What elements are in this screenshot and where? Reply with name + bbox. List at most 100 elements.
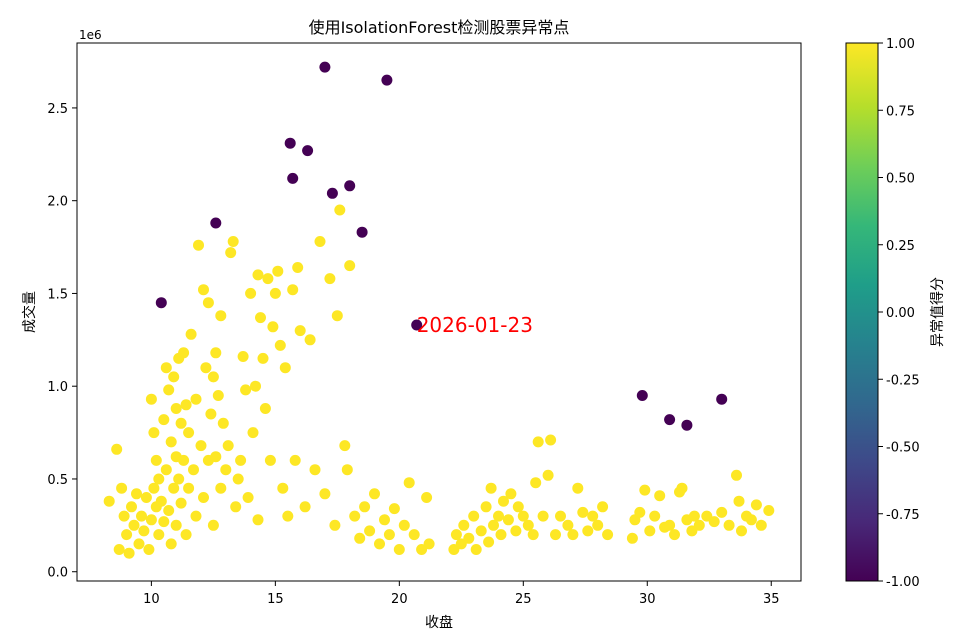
normal-point — [654, 490, 666, 502]
x-tick-label: 35 — [763, 592, 780, 607]
normal-point — [349, 510, 361, 522]
normal-point — [398, 519, 410, 531]
normal-point — [262, 273, 274, 285]
normal-point — [532, 436, 544, 448]
normal-point — [324, 273, 336, 285]
normal-point — [334, 204, 346, 216]
anomaly-point — [155, 297, 167, 309]
normal-point — [542, 469, 554, 481]
normal-point — [138, 525, 150, 537]
colorbar-tick-label: 0.00 — [886, 306, 915, 321]
normal-point — [195, 440, 207, 452]
normal-point — [403, 477, 415, 489]
anomaly-point — [381, 74, 393, 86]
normal-point — [341, 464, 353, 476]
normal-point — [257, 352, 269, 364]
normal-point — [602, 529, 614, 541]
anomaly-point — [302, 145, 314, 157]
normal-point — [282, 510, 294, 522]
normal-point — [555, 510, 566, 522]
normal-point — [388, 503, 400, 515]
normal-point — [733, 495, 745, 507]
normal-point — [252, 269, 264, 281]
normal-point — [716, 506, 728, 518]
normal-point — [339, 440, 351, 452]
normal-point — [123, 547, 135, 559]
annotation-label: 2026-01-23 — [417, 313, 533, 337]
normal-point — [408, 529, 420, 541]
normal-point — [210, 347, 222, 359]
normal-point — [736, 525, 747, 537]
normal-point — [488, 519, 499, 531]
colorbar-tick-label: -1.00 — [886, 575, 920, 590]
y-axis-label: 成交量 — [21, 291, 38, 333]
normal-point — [175, 497, 187, 509]
y-tick-label: 2.5 — [47, 102, 68, 117]
anomaly-point — [681, 419, 693, 431]
normal-point — [227, 236, 239, 247]
normal-point — [592, 519, 604, 531]
normal-point — [168, 482, 180, 494]
normal-point — [329, 519, 341, 531]
normal-point — [626, 532, 638, 544]
normal-point — [493, 510, 504, 522]
normal-point — [269, 287, 281, 299]
normal-point — [237, 351, 249, 362]
normal-point — [304, 334, 316, 346]
normal-point — [190, 393, 202, 405]
normal-point — [393, 544, 405, 555]
plot-frame — [76, 42, 802, 582]
normal-point — [319, 488, 331, 500]
normal-point — [750, 499, 762, 511]
normal-point — [264, 454, 276, 466]
normal-point — [450, 529, 462, 541]
normal-point — [242, 492, 254, 503]
normal-point — [113, 544, 125, 555]
normal-point — [383, 529, 395, 541]
y-offset-text: 1e6 — [79, 28, 102, 42]
normal-point — [207, 519, 219, 531]
normal-point — [272, 265, 284, 277]
normal-point — [421, 492, 433, 503]
normal-point — [128, 519, 140, 531]
normal-point — [148, 482, 160, 494]
normal-point — [165, 436, 177, 448]
normal-point — [217, 417, 229, 429]
normal-point — [572, 482, 584, 494]
normal-point — [111, 443, 123, 455]
x-tick-label: 10 — [143, 592, 160, 607]
normal-point — [205, 408, 217, 420]
anomaly-point — [287, 172, 299, 184]
normal-point — [232, 473, 244, 485]
colorbar-tick-label: 0.75 — [886, 104, 915, 119]
normal-point — [331, 310, 343, 322]
normal-point — [495, 529, 507, 541]
normal-point — [693, 519, 705, 531]
colorbar-tick-label: 0.25 — [886, 239, 915, 254]
normal-point — [644, 525, 656, 537]
normal-point — [200, 362, 212, 374]
normal-point — [183, 427, 195, 439]
normal-point — [369, 488, 380, 500]
x-tick-label: 25 — [515, 592, 532, 607]
anomaly-point — [319, 61, 331, 73]
normal-point — [597, 501, 609, 513]
normal-point — [545, 434, 557, 446]
normal-point — [118, 510, 130, 522]
normal-point — [745, 514, 757, 526]
normal-point — [505, 488, 517, 500]
normal-point — [587, 510, 599, 522]
anomaly-point — [284, 137, 296, 149]
normal-point — [163, 505, 175, 516]
chart-title: 使用IsolationForest检测股票异常点 — [309, 18, 570, 37]
normal-point — [512, 501, 524, 513]
normal-point — [359, 501, 371, 513]
anomaly-point — [210, 217, 222, 229]
normal-point — [131, 488, 142, 500]
normal-point — [155, 495, 167, 507]
normal-point — [178, 454, 190, 466]
normal-point — [344, 260, 356, 272]
normal-point — [292, 262, 304, 273]
normal-point — [287, 284, 299, 296]
